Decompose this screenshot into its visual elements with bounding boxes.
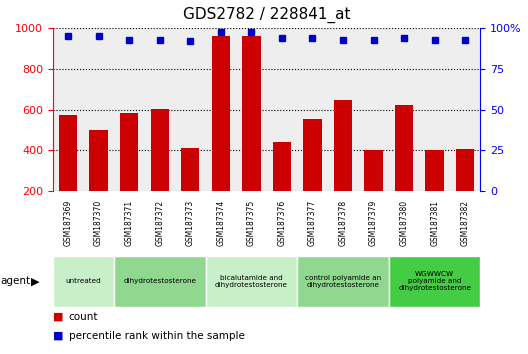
Text: WGWWCW
polyamide and
dihydrotestosterone: WGWWCW polyamide and dihydrotestosterone (398, 272, 471, 291)
Bar (273, 142, 291, 191)
Text: GSM187377: GSM187377 (308, 200, 317, 246)
FancyBboxPatch shape (53, 256, 114, 307)
Bar (395, 105, 413, 191)
Text: GSM187379: GSM187379 (369, 200, 378, 246)
Bar (59, 115, 77, 191)
Text: untreated: untreated (65, 279, 101, 284)
Text: GSM187372: GSM187372 (155, 200, 164, 246)
Bar (120, 113, 138, 191)
Bar (456, 149, 474, 191)
Bar (89, 130, 108, 191)
Bar (212, 36, 230, 191)
FancyBboxPatch shape (205, 256, 297, 307)
Text: GSM187376: GSM187376 (277, 200, 286, 246)
FancyBboxPatch shape (389, 256, 480, 307)
Text: GSM187374: GSM187374 (216, 200, 225, 246)
Bar (364, 150, 383, 191)
Text: GSM187380: GSM187380 (400, 200, 409, 246)
Text: GSM187371: GSM187371 (125, 200, 134, 246)
Text: control polyamide an
dihydrotestosterone: control polyamide an dihydrotestosterone (305, 275, 381, 288)
Text: GSM187369: GSM187369 (63, 200, 72, 246)
Bar (181, 148, 200, 191)
Text: GSM187370: GSM187370 (94, 200, 103, 246)
Text: GDS2782 / 228841_at: GDS2782 / 228841_at (183, 7, 351, 23)
Text: agent: agent (1, 276, 31, 286)
Text: ■: ■ (53, 331, 63, 341)
FancyBboxPatch shape (297, 256, 389, 307)
Text: percentile rank within the sample: percentile rank within the sample (69, 331, 244, 341)
Text: count: count (69, 312, 98, 321)
Text: GSM187382: GSM187382 (461, 200, 470, 246)
Text: GSM187378: GSM187378 (338, 200, 347, 246)
Bar (334, 99, 352, 191)
Bar (242, 36, 260, 191)
Text: GSM187373: GSM187373 (186, 200, 195, 246)
Text: dihydrotestosterone: dihydrotestosterone (123, 279, 196, 284)
Text: GSM187381: GSM187381 (430, 200, 439, 246)
Text: ■: ■ (53, 312, 63, 321)
Bar (150, 109, 169, 191)
FancyBboxPatch shape (114, 256, 205, 307)
Text: ▶: ▶ (31, 276, 39, 286)
Text: GSM187375: GSM187375 (247, 200, 256, 246)
Bar (426, 150, 444, 191)
Bar (303, 119, 322, 191)
Text: bicalutamide and
dihydrotestosterone: bicalutamide and dihydrotestosterone (215, 275, 288, 288)
